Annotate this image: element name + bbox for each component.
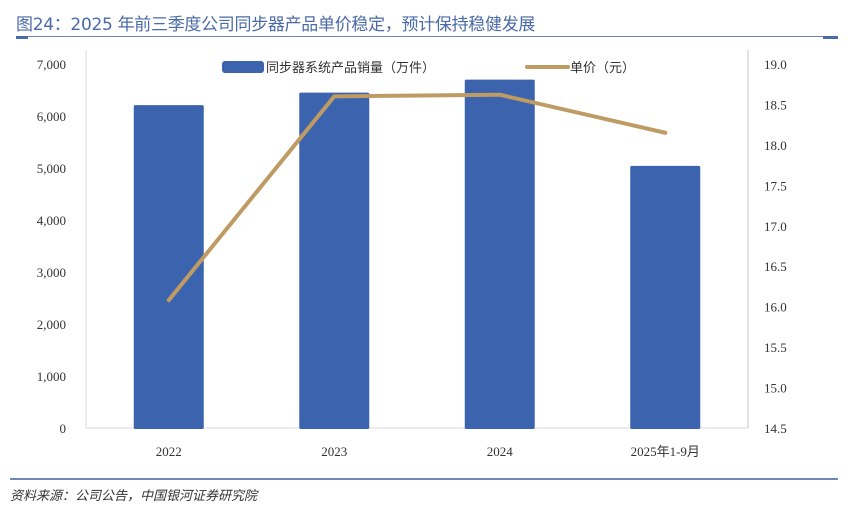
left-tick-label: 6,000 (37, 109, 66, 124)
left-tick-label: 0 (60, 421, 67, 436)
bar-2024 (464, 79, 535, 429)
right-tick-label: 18.0 (764, 138, 787, 153)
left-tick-label: 3,000 (37, 265, 66, 280)
right-tick-label: 18.5 (764, 97, 787, 112)
price-line (166, 92, 668, 303)
x-tick-label: 2022 (156, 444, 182, 459)
legend-label-price: 单价（元） (570, 61, 635, 76)
right-tick-label: 17.5 (764, 178, 787, 193)
right-tick-label: 15.0 (764, 381, 787, 396)
right-tick-label: 17.0 (764, 219, 787, 234)
title-divider-accent-right (823, 36, 838, 39)
chart-title: 图24：2025 年前三季度公司同步器产品单价稳定，预计保持稳健发展 (16, 15, 536, 35)
legend-label-sales: 同步器系统产品销量（万件） (266, 61, 435, 76)
legend-swatch-sales (222, 61, 264, 73)
left-tick-label: 2,000 (37, 317, 66, 332)
bar-2022 (133, 105, 204, 429)
right-tick-label: 19.0 (764, 57, 787, 72)
left-tick-label: 7,000 (37, 57, 66, 72)
right-tick-label: 16.0 (764, 300, 787, 315)
title-divider-accent (16, 36, 28, 39)
left-tick-label: 1,000 (37, 369, 66, 384)
footer-divider (10, 478, 838, 480)
title-divider (16, 36, 838, 37)
x-tick-label: 2023 (321, 444, 347, 459)
right-tick-label: 16.5 (764, 259, 787, 274)
source-note: 资料来源：公司公告，中国银河证券研究院 (10, 489, 258, 504)
bar-2023 (299, 92, 370, 429)
x-tick-label: 2025年1-9月 (631, 444, 700, 459)
left-tick-label: 4,000 (37, 213, 66, 228)
right-tick-label: 15.5 (764, 340, 787, 355)
left-tick-label: 5,000 (37, 161, 66, 176)
right-tick-label: 14.5 (764, 421, 787, 436)
bar-2025年1-9月 (630, 165, 701, 430)
x-tick-label: 2024 (487, 444, 514, 459)
